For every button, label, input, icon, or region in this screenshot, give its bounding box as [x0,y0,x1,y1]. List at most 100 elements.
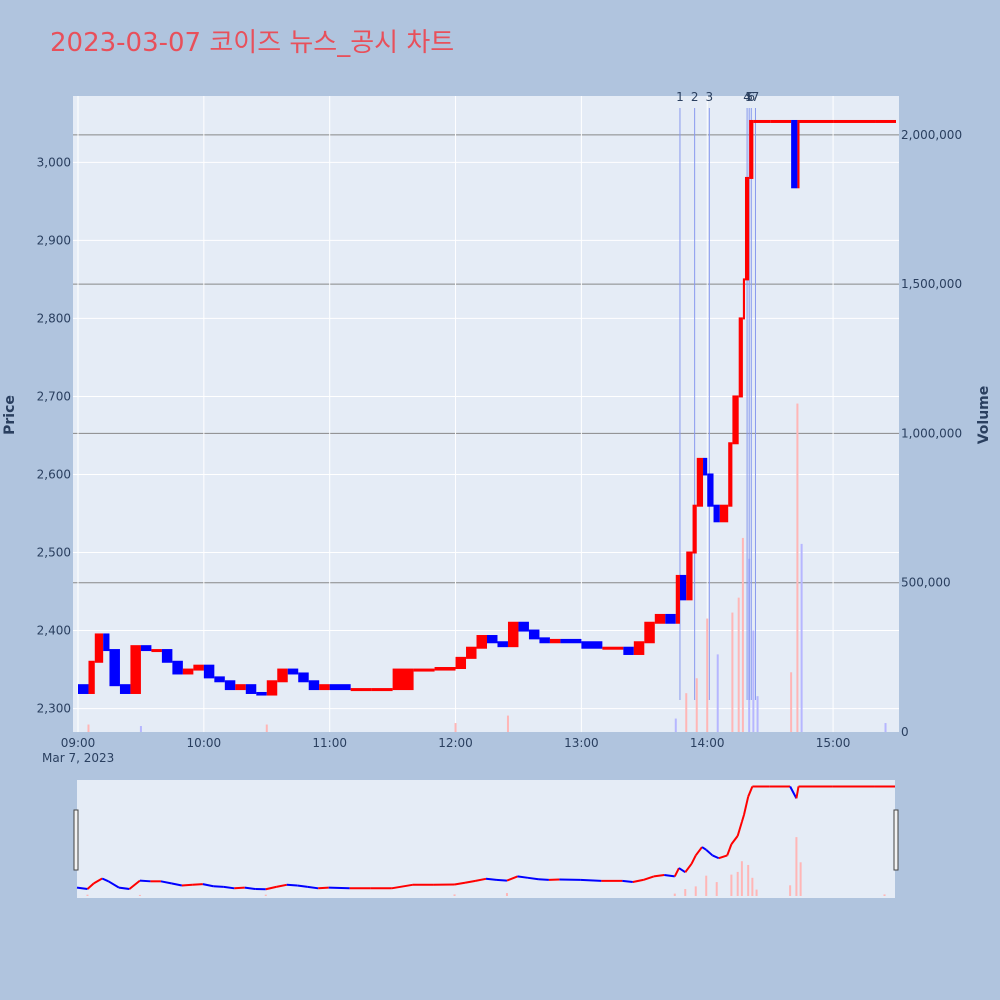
slider-price-segment [276,883,287,888]
slider-price-segment [118,886,130,890]
y-tick-label: 2,400 [37,624,71,638]
y2-tick-label: 1,500,000 [901,277,962,291]
price-candle [235,684,246,691]
volume-bar [695,678,698,732]
range-slider-preview [76,785,895,896]
price-candle [94,633,104,663]
price-candle [161,649,173,663]
price-candle [719,504,729,523]
slider-volume-bar [747,864,750,896]
price-candle [487,635,498,644]
volume-bar [796,403,799,732]
slider-price-segment [223,885,235,890]
slider-volume-bar [736,871,739,896]
x-tick-label: 09:00 [61,736,96,750]
slider-price-segment [517,875,529,879]
slider-price-segment [789,786,798,799]
volume-bar [674,718,677,732]
range-slider[interactable] [77,780,895,898]
price-candle [791,119,798,189]
price-candle [371,688,393,692]
price-candle [476,635,487,649]
price-candle [507,621,519,648]
price-candle [214,676,225,683]
volume-bar [506,715,509,732]
slider-volume-bar [715,882,718,896]
slider-volume-bar [86,894,89,896]
price-candle [528,629,540,640]
price-candle [140,645,152,652]
slider-price-segment [705,849,714,857]
slider-price-segment [213,885,224,888]
y-tick-label: 2,600 [37,467,71,481]
slider-price-segment [622,879,633,884]
price-candle [753,119,771,123]
slider-price-segment [740,814,745,823]
price-candle [298,672,309,683]
slider-volume-bar [883,894,886,896]
volume-bar [800,543,803,732]
price-candle [151,649,162,653]
slider-price-segment [664,874,675,878]
slider-volume-bar [730,874,733,896]
price-candle [392,668,414,691]
price-candle [319,684,330,691]
range-slider-left-handle[interactable] [73,809,79,871]
price-candle [560,638,582,644]
price-candle [732,395,739,445]
slider-price-segment [160,880,172,885]
y-tick-label: 2,500 [37,546,71,560]
price-candle [245,684,257,694]
slider-price-segment [736,821,743,837]
volume-bar [737,597,740,732]
price-candles[interactable] [78,119,896,696]
slider-price-segment [202,883,214,888]
price-candle [413,668,435,672]
slider-price-segment [678,867,686,874]
price-candle [518,621,529,632]
price-candle [875,119,896,123]
x-axis-date-label: Mar 7, 2023 [42,751,114,765]
price-candle [744,176,750,281]
y2-tick-label: 500,000 [901,576,951,590]
price-candle [256,691,267,696]
slider-price-segment [632,878,644,883]
price-candle [224,680,236,691]
slider-price-segment [244,886,256,890]
slider-price-segment [795,786,800,799]
range-slider-right-handle[interactable] [893,809,899,871]
slider-price-segment [730,835,739,845]
news-marker-label: 6 [747,90,755,104]
slider-price-segment [527,876,539,881]
price-candle [654,613,666,624]
volume-bar [716,654,719,732]
price-candle [644,621,655,644]
volume-bar [706,618,709,732]
slider-price-segment [485,877,497,881]
news-marker-label: 4 [743,90,751,104]
slider-price-segment [93,877,103,885]
price-candle [581,641,603,649]
price-candle [738,317,743,398]
slider-price-segment [318,886,329,890]
x-tick-label: 10:00 [187,736,222,750]
news-marker-label: 2 [691,90,699,104]
price-candle [329,684,351,691]
slider-volume-bar [505,893,508,896]
x-tick-label: 12:00 [438,736,473,750]
price-candle [103,633,110,652]
axes-layer: 2,300 2,400 2,500 2,600 2,700 2,800 2,900 3,000… [37,128,962,750]
price-candle [78,684,89,694]
price-candle [675,574,680,624]
price-candle [497,641,508,648]
slider-price-segment [712,854,720,860]
price-candle [466,646,477,659]
y-tick-label: 2,800 [37,311,71,325]
news-marker-label: 5 [745,90,753,104]
slider-price-segment [684,863,693,873]
slider-price-segment [580,878,602,882]
slider-price-segment [234,886,245,890]
price-candle [713,504,720,523]
price-candle [203,664,215,679]
